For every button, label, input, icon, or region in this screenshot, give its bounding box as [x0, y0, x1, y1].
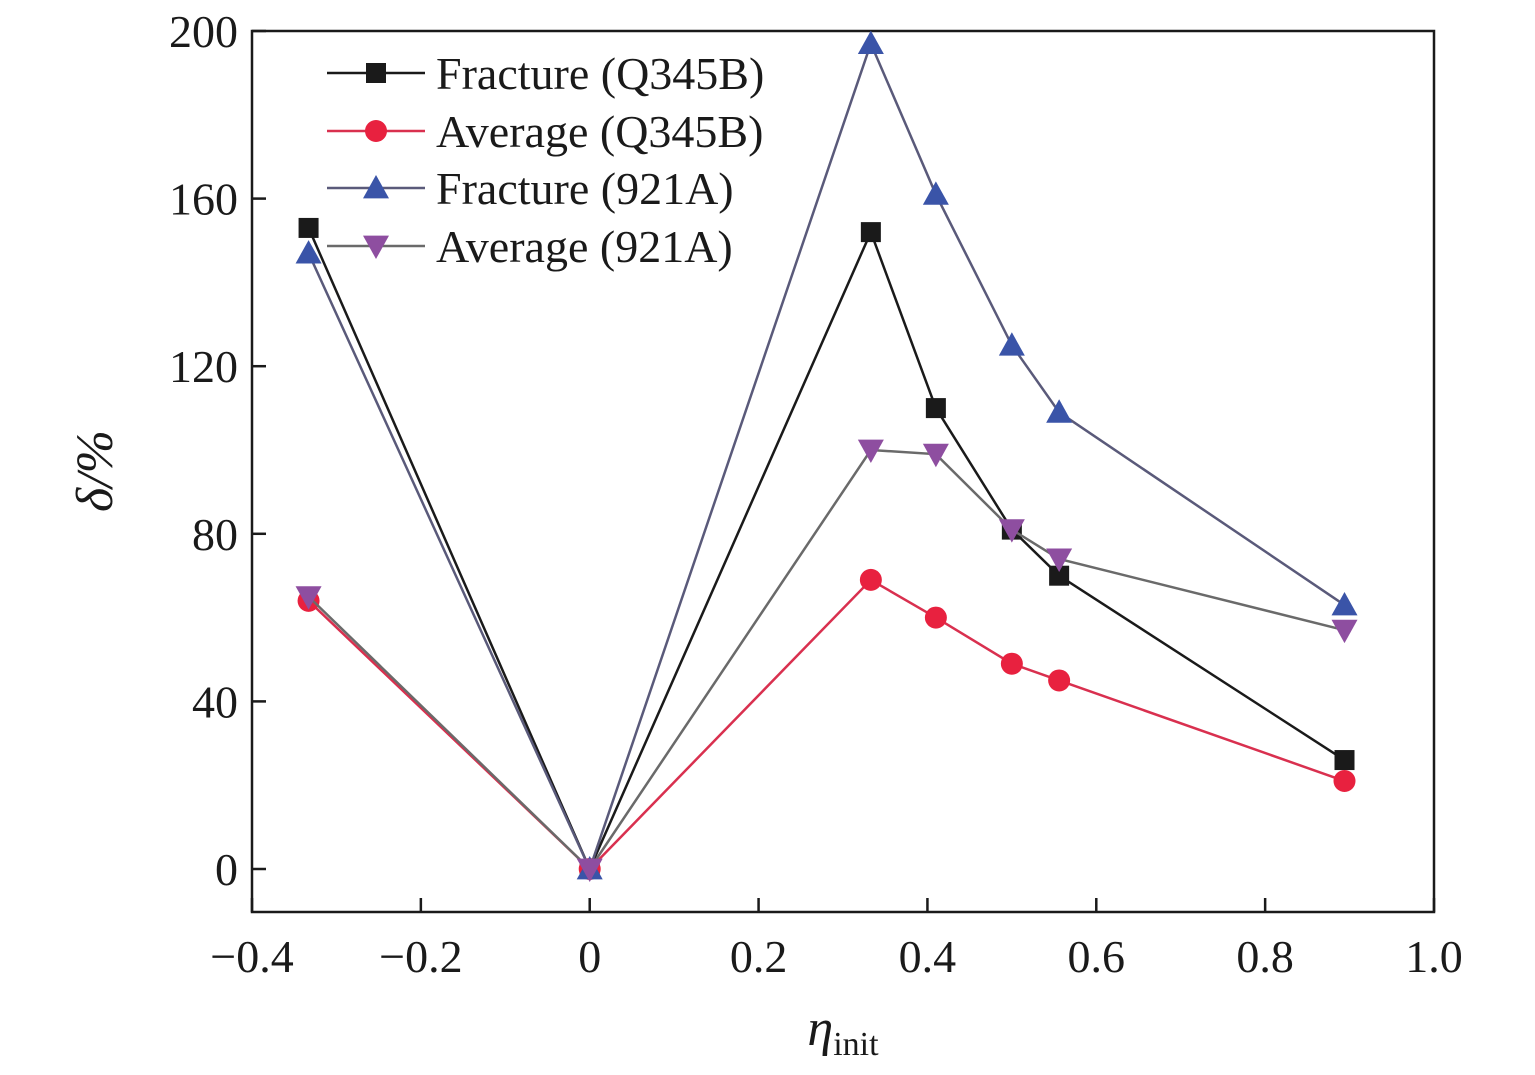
x-tick-label: −0.4: [210, 931, 293, 982]
series-0: [298, 217, 1355, 879]
legend-label: Fracture (921A): [436, 163, 734, 214]
legend-label: Average (921A): [436, 221, 733, 272]
data-point: [1049, 565, 1070, 586]
x-axis: −0.4 −0.2 0 0.2 0.4 0.6 0.8 1.0: [210, 898, 1463, 982]
x-tick-label: 0.6: [1068, 931, 1126, 982]
legend-marker: [366, 63, 386, 83]
legend-marker: [363, 175, 389, 199]
data-point: [998, 332, 1025, 356]
legend-item: Average (Q345B): [327, 106, 763, 157]
data-point: [576, 858, 603, 882]
data-point: [924, 606, 947, 629]
data-point: [1331, 619, 1358, 644]
y-tick-label: 200: [169, 6, 238, 57]
data-point: [1334, 750, 1355, 771]
legend: Fracture (Q345B) Average (Q345B) Fracture …: [327, 48, 764, 272]
data-point: [859, 568, 882, 591]
data-point: [857, 30, 884, 54]
y-axis: 0 40 80 120 160 200: [169, 6, 266, 895]
data-point: [1000, 652, 1023, 675]
data-point: [1046, 399, 1073, 423]
y-tick-label: 0: [215, 844, 238, 895]
y-tick-label: 40: [192, 676, 238, 727]
data-point: [1048, 669, 1071, 692]
plot-frame: [250, 29, 1436, 914]
legend-label: Average (Q345B): [436, 106, 763, 157]
data-point: [295, 240, 322, 264]
x-tick-label: 0.2: [730, 931, 788, 982]
legend-item: Fracture (921A): [327, 163, 734, 214]
x-axis-title: ηinit: [807, 1000, 879, 1063]
data-point: [1331, 592, 1358, 616]
x-tick-label: 0.8: [1236, 931, 1294, 982]
data-point: [922, 443, 949, 468]
series-layer: [295, 30, 1358, 882]
series-2: [295, 30, 1358, 880]
legend-item: Fracture (Q345B): [327, 48, 764, 99]
series-3: [295, 439, 1358, 882]
data-point: [922, 181, 949, 205]
data-point: [1046, 548, 1073, 572]
series-line: [307, 578, 1345, 871]
series-line: [307, 227, 1346, 873]
data-point: [925, 398, 946, 419]
y-axis-title: δ/%: [67, 430, 124, 512]
data-point: [998, 519, 1025, 543]
y-tick-label: 160: [169, 174, 238, 225]
x-tick-label: 1.0: [1405, 931, 1463, 982]
data-point: [298, 217, 319, 238]
legend-marker: [365, 120, 387, 142]
data-point: [1333, 770, 1356, 793]
x-tick-label: −0.2: [379, 931, 462, 982]
y-tick-label: 80: [192, 509, 238, 560]
legend-item: Average (921A): [327, 221, 733, 272]
data-point: [295, 586, 322, 610]
series-1: [297, 568, 1356, 880]
data-point: [857, 439, 884, 463]
x-tick-label: 0: [578, 931, 601, 982]
x-tick-label: 0.4: [899, 931, 957, 982]
y-tick-label: 120: [169, 341, 238, 392]
legend-marker: [363, 235, 389, 259]
legend-label: Fracture (Q345B): [436, 48, 764, 99]
data-point: [860, 222, 881, 243]
